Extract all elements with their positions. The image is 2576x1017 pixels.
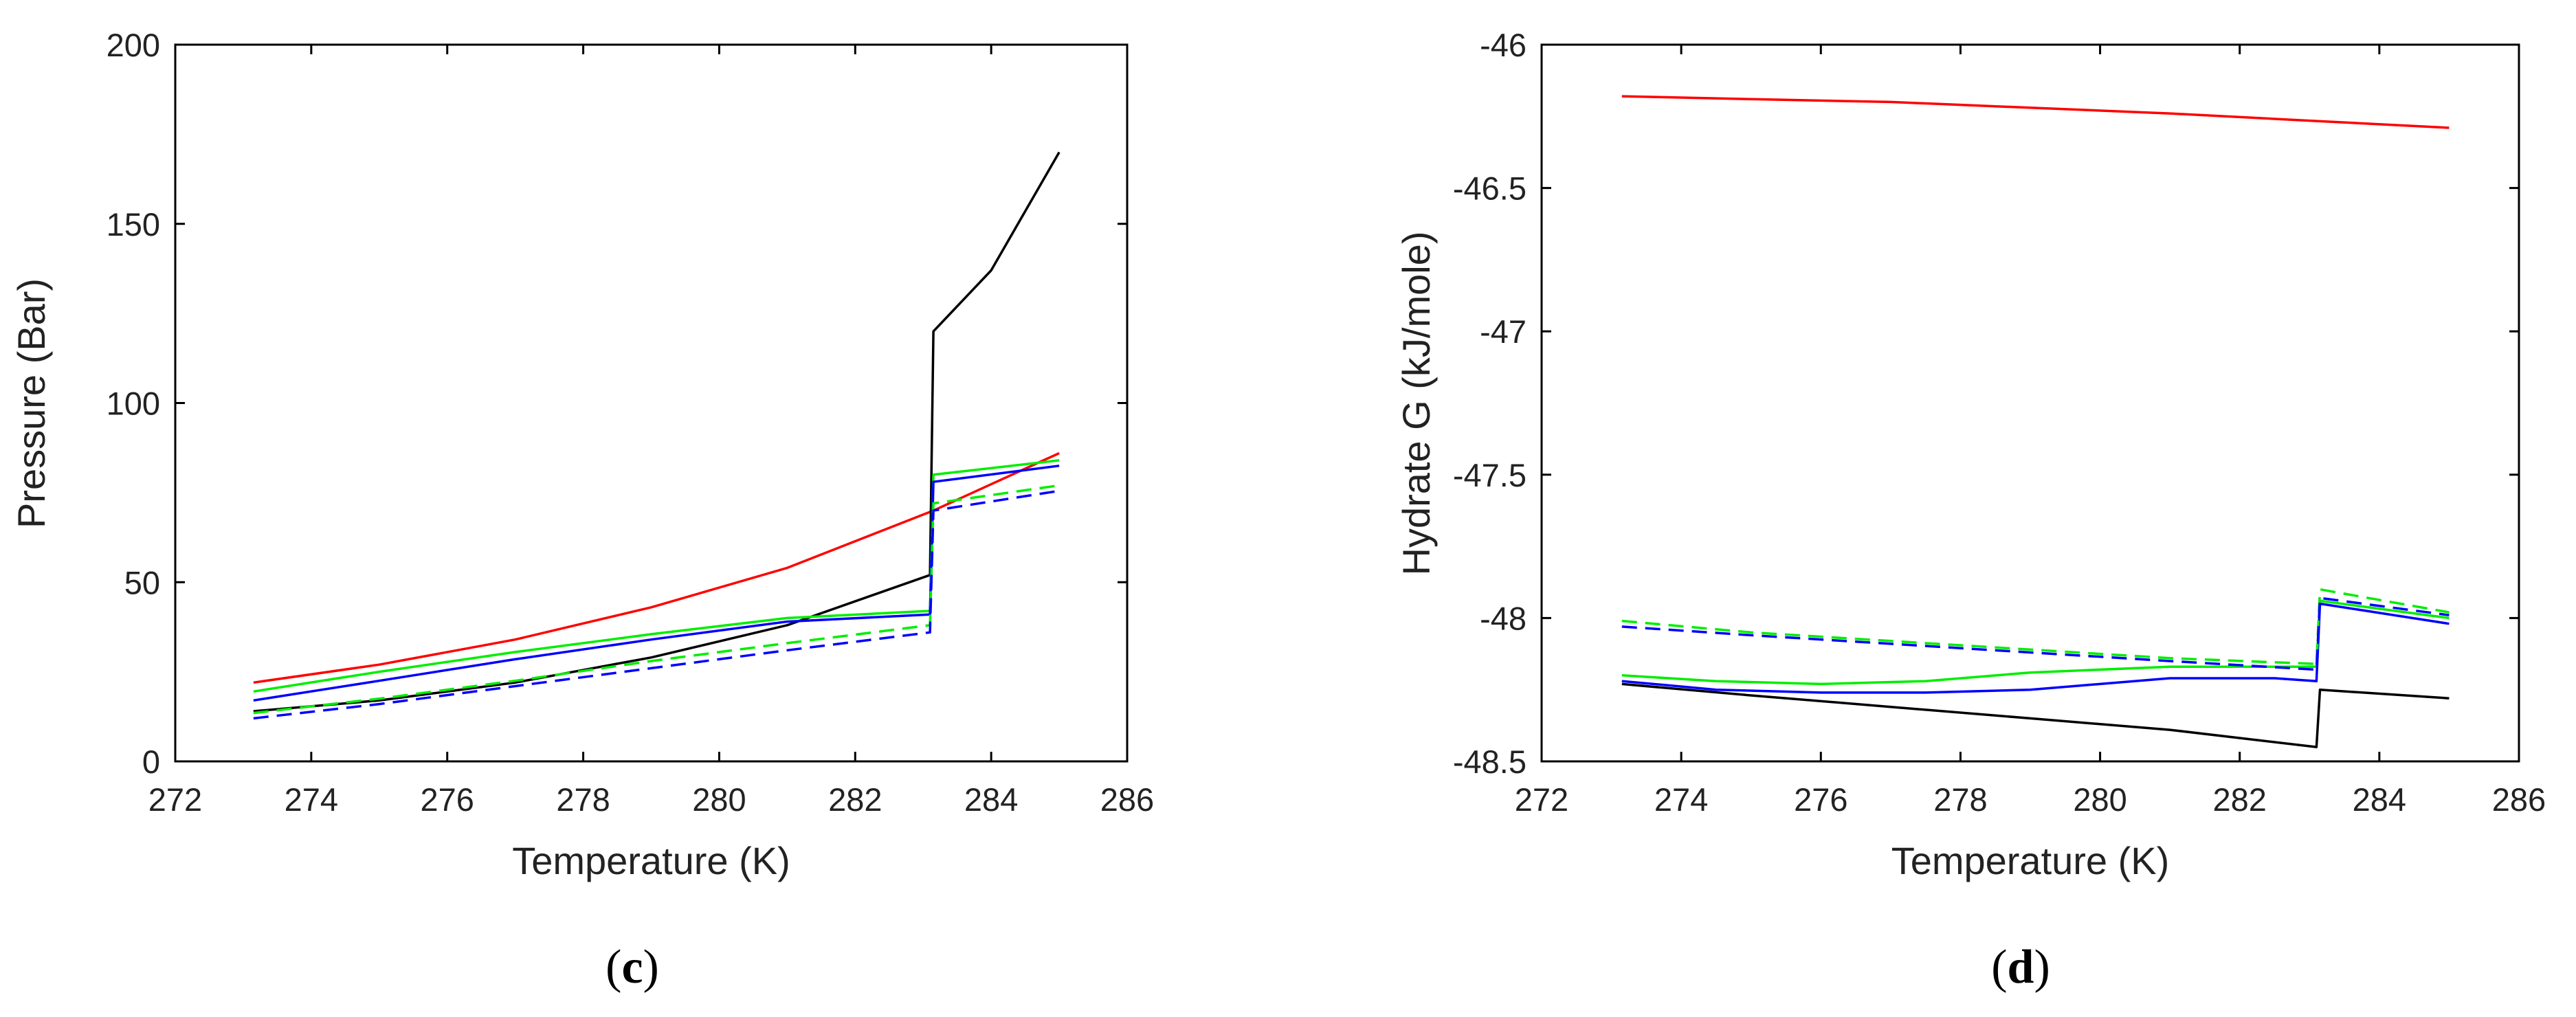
x-tick-label: 280 — [2073, 781, 2127, 818]
y-tick-label: -48.5 — [1453, 744, 1526, 780]
y-tick-label: -47.5 — [1453, 457, 1526, 493]
plot-frame — [174, 43, 1129, 763]
series-line-blue — [1621, 602, 2450, 694]
y-tick-label: 50 — [124, 564, 160, 601]
series-line-blue-dashed — [1621, 596, 2450, 671]
series-line-black — [253, 151, 1061, 713]
x-tick-label: 274 — [1654, 781, 1708, 818]
y-tick-label: 0 — [142, 744, 160, 780]
x-axis-title: Temperature (K) — [1891, 839, 2170, 882]
panel-label: (c) — [606, 941, 659, 994]
x-tick-label: 276 — [421, 781, 474, 818]
y-tick-label: 200 — [107, 27, 160, 63]
x-tick-label: 278 — [1933, 781, 1987, 818]
plot-frame — [1540, 43, 2520, 763]
x-tick-label: 276 — [1794, 781, 1847, 818]
series-line-red — [253, 451, 1060, 684]
panel-letter: c — [621, 941, 643, 994]
x-tick-label: 282 — [828, 781, 882, 818]
series-line-red — [1621, 95, 2450, 129]
y-axis-title: Hydrate G (kJ/mole) — [1395, 232, 1438, 576]
x-tick-label: 278 — [556, 781, 610, 818]
x-tick-label: 282 — [2213, 781, 2267, 818]
panel-d-chart: 272 274 276 278 280 282 284 286 -48.5 -48 -47.5 -47… — [1395, 27, 2546, 994]
panel-c-chart: 272 274 276 278 280 282 284 286 0 50 100 150 200 Temp… — [10, 27, 1154, 994]
series-line-green — [1621, 599, 2450, 686]
series-line-black — [1621, 682, 2450, 748]
x-tick-label: 272 — [148, 781, 202, 818]
x-tick-label: 284 — [2353, 781, 2406, 818]
panel-label: (d) — [1991, 941, 2050, 994]
y-tick-label: -48 — [1480, 600, 1526, 636]
x-tick-label: 286 — [1100, 781, 1154, 818]
x-tick-label: 280 — [692, 781, 746, 818]
y-axis-title: Pressure (Bar) — [10, 278, 53, 528]
series-line-green-dashed — [1621, 588, 2450, 665]
y-tick-label: 100 — [107, 385, 160, 422]
y-tick-label: 150 — [107, 206, 160, 243]
y-tick-label: -46 — [1480, 27, 1526, 63]
x-tick-label: 272 — [1515, 781, 1568, 818]
x-tick-label: 286 — [2492, 781, 2546, 818]
x-tick-label: 274 — [285, 781, 338, 818]
y-tick-label: -46.5 — [1453, 170, 1526, 207]
y-tick-label: -47 — [1480, 313, 1526, 350]
panel-letter: d — [2008, 941, 2034, 994]
series-line-green-dashed — [253, 484, 1060, 715]
x-axis-title: Temperature (K) — [512, 839, 790, 882]
x-tick-label: 284 — [964, 781, 1018, 818]
series-line-blue-dashed — [253, 489, 1060, 720]
